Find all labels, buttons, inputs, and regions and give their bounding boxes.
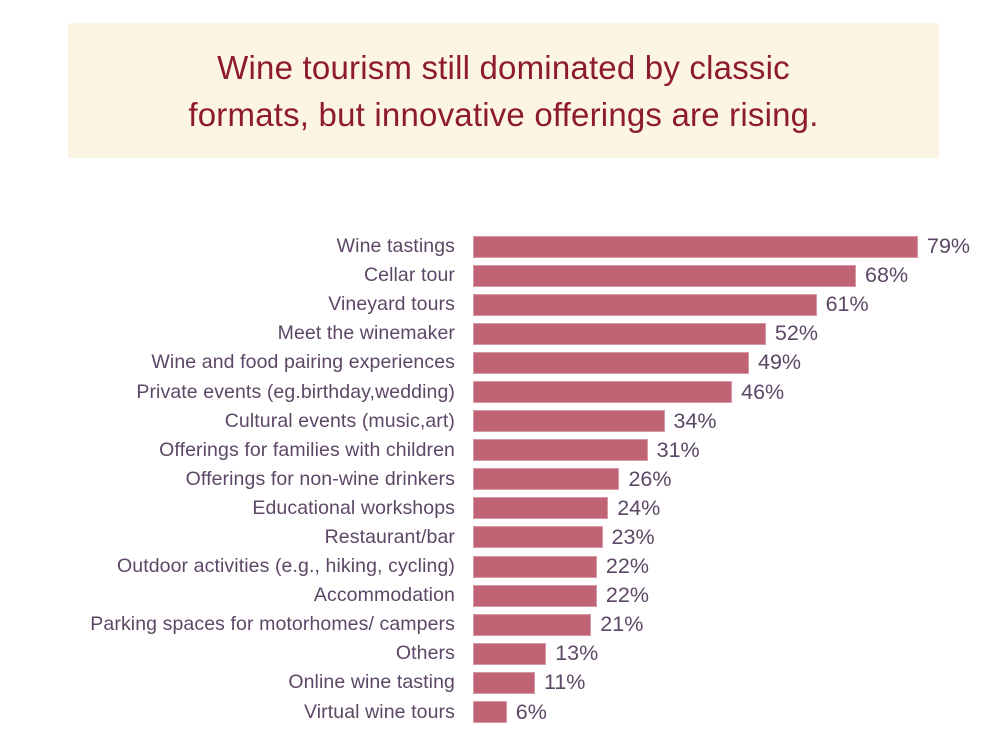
category-label: Cellar tour	[363, 264, 455, 287]
value-label: 46%	[741, 379, 785, 404]
category-label: Accommodation	[313, 584, 455, 607]
bar	[473, 322, 766, 345]
chart-title-line-2: formats, but innovative offerings are ri…	[188, 95, 819, 133]
category-label: Wine and food pairing experiences	[151, 351, 455, 374]
value-label: 21%	[600, 612, 644, 637]
chart-row: Cultural events (music,art) 34%	[0, 407, 1004, 436]
value-label: 34%	[673, 408, 717, 433]
bar	[473, 351, 749, 374]
chart-row: Others 13%	[0, 639, 1004, 668]
chart-row: Private events (eg.birthday,wedding) 46%	[0, 377, 1004, 406]
value-label: 24%	[617, 495, 661, 520]
value-label: 26%	[628, 466, 672, 491]
value-label: 61%	[825, 292, 869, 317]
chart-row: Online wine tasting 11%	[0, 668, 1004, 697]
category-label: Offerings for non-wine drinkers	[185, 467, 455, 490]
chart-row: Outdoor activities (e.g., hiking, cyclin…	[0, 552, 1004, 581]
value-label: 22%	[605, 583, 649, 608]
bar	[473, 526, 603, 549]
chart-row: Restaurant/bar 23%	[0, 523, 1004, 552]
category-label: Outdoor activities (e.g., hiking, cyclin…	[116, 555, 455, 578]
chart-row: Accommodation 22%	[0, 581, 1004, 610]
bar	[473, 497, 609, 520]
value-label: 11%	[543, 670, 586, 695]
value-label: 6%	[515, 699, 547, 724]
chart-title-line-1: Wine tourism still dominated by classic	[217, 48, 790, 86]
bar	[473, 642, 547, 665]
category-label: Vineyard tours	[328, 293, 455, 316]
category-label: Wine tastings	[336, 235, 455, 258]
chart-row: Vineyard tours 61%	[0, 290, 1004, 319]
category-label: Educational workshops	[252, 496, 455, 519]
value-label: 49%	[758, 350, 802, 375]
category-label: Virtual wine tours	[303, 700, 455, 723]
chart-row: Parking spaces for motorhomes/ campers 21…	[0, 610, 1004, 639]
title-banner: Wine tourism still dominated by classic …	[68, 23, 939, 158]
value-label: 52%	[774, 321, 818, 346]
category-label: Restaurant/bar	[324, 525, 455, 548]
value-label: 23%	[611, 524, 655, 549]
bar	[473, 235, 918, 258]
chart-row: Educational workshops 24%	[0, 494, 1004, 523]
value-label: 31%	[656, 437, 700, 462]
category-label: Others	[395, 642, 455, 665]
chart-row: Offerings for families with children 31%	[0, 436, 1004, 465]
value-label: 79%	[927, 234, 971, 259]
chart-row: Meet the winemaker 52%	[0, 319, 1004, 348]
chart-row: Virtual wine tours 6%	[0, 698, 1004, 727]
category-label: Cultural events (music,art)	[224, 409, 455, 432]
bar	[473, 439, 648, 462]
bar	[473, 555, 597, 578]
bar	[473, 381, 733, 404]
bar	[473, 410, 665, 433]
horizontal-bar-chart: Wine tastings 79% Cellar tour 68% Vineyard t…	[0, 232, 1004, 727]
category-label: Online wine tasting	[288, 671, 455, 694]
bar	[473, 264, 857, 287]
chart-row: Wine tastings 79%	[0, 232, 1004, 261]
bar	[473, 701, 507, 724]
category-label: Meet the winemaker	[277, 322, 455, 345]
bar	[473, 613, 592, 636]
value-label: 68%	[865, 263, 909, 288]
chart-row: Cellar tour 68%	[0, 261, 1004, 290]
category-label: Private events (eg.birthday,wedding)	[136, 380, 455, 403]
chart-row: Wine and food pairing experiences 49%	[0, 348, 1004, 377]
bar	[473, 468, 620, 491]
value-label: 13%	[555, 641, 599, 666]
bar	[473, 671, 535, 694]
category-label: Parking spaces for motorhomes/ campers	[90, 613, 455, 636]
value-label: 22%	[605, 554, 649, 579]
chart-row: Offerings for non-wine drinkers 26%	[0, 465, 1004, 494]
category-label: Offerings for families with children	[159, 438, 455, 461]
bar	[473, 293, 817, 316]
bar	[473, 584, 597, 607]
